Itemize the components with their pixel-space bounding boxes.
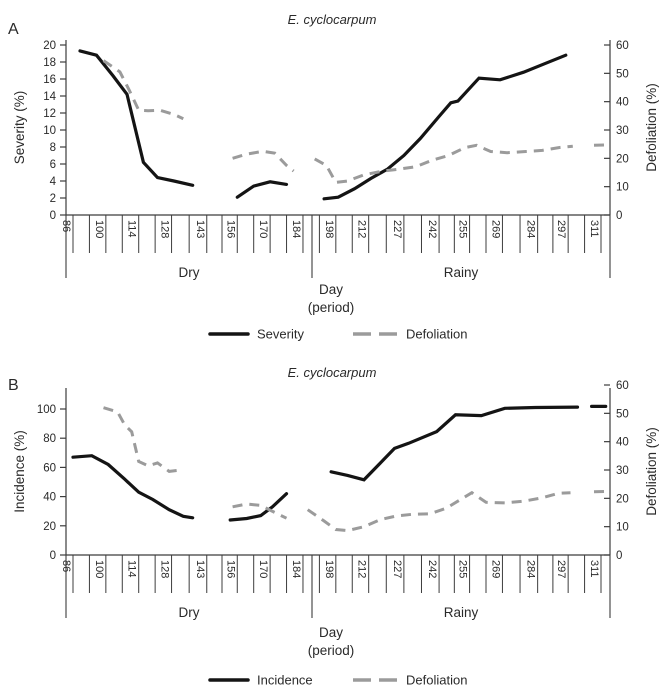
left-axis-tick-label: 40 (43, 492, 56, 504)
left-axis-tick-label: 14 (43, 91, 56, 103)
right-axis-tick-label: 60 (616, 40, 629, 52)
x-axis-tick-label: 198 (323, 220, 335, 238)
left-axis-tick-label: 0 (50, 550, 56, 562)
left-axis-tick-label: 60 (43, 462, 56, 474)
series-incidence-line (228, 492, 289, 522)
x-axis-tick-label: 284 (525, 560, 537, 578)
left-axis-tick-label: 80 (43, 433, 56, 445)
x-axis-tick-label: 242 (426, 220, 438, 238)
legend-label-dashed: Defoliation (406, 327, 467, 342)
series-defoliation-line (102, 59, 184, 121)
right-axis-tick-label: 40 (616, 97, 629, 109)
series-severity-line (235, 180, 289, 199)
right-axis-title: Defoliation (%) (644, 427, 659, 516)
left-axis-tick-label: 12 (43, 108, 56, 120)
right-axis-tick-label: 50 (616, 408, 629, 420)
period-label-dry: Dry (179, 605, 200, 620)
x-axis-tick-label: 170 (257, 220, 269, 238)
left-axis-tick-label: 4 (50, 176, 57, 188)
right-axis-tick-label: 20 (616, 493, 629, 505)
x-axis-title-line1: Day (319, 282, 343, 297)
x-axis-tick-label: 242 (426, 560, 438, 578)
left-axis-tick-label: 100 (37, 404, 56, 416)
series-defoliation-line (306, 490, 571, 533)
x-axis-tick-label: 269 (489, 220, 501, 238)
x-axis-tick-label: 311 (588, 220, 600, 238)
right-axis-tick-label: 30 (616, 125, 629, 137)
x-axis-tick-label: 269 (489, 560, 501, 578)
x-axis-tick-label: 128 (159, 220, 171, 238)
left-axis-title: Severity (%) (12, 91, 27, 165)
right-axis-tick-label: 30 (616, 465, 629, 477)
right-axis-tick-label: 40 (616, 437, 629, 449)
x-axis-title-line2: (period) (308, 300, 355, 315)
legend-label-dashed: Defoliation (406, 673, 467, 688)
chart-panel-a: A E. cyclocarpum 0 2 4 6 8 10 12 14 16 18 20 0 10 20 30 4… (8, 12, 659, 342)
x-axis-tick-label: 114 (126, 560, 138, 578)
x-axis-tick-label: 156 (224, 220, 236, 238)
x-axis-tick-label: 297 (555, 220, 567, 238)
right-axis-title: Defoliation (%) (644, 83, 659, 172)
left-axis-tick-label: 18 (43, 57, 56, 69)
series-severity-line (78, 49, 195, 187)
x-axis-tick-label: 198 (323, 560, 335, 578)
legend-label-solid: Severity (257, 327, 304, 342)
left-axis-tick-label: 0 (50, 210, 56, 222)
series-incidence-line (71, 454, 195, 520)
period-label-rainy: Rainy (444, 605, 479, 620)
left-axis-tick-label: 8 (50, 142, 56, 154)
series-defoliation-line (232, 149, 295, 173)
x-axis-tick-label: 255 (457, 560, 469, 578)
x-axis-tick-label: 156 (224, 560, 236, 578)
series-defoliation-line (103, 406, 182, 473)
right-axis-tick-label: 10 (616, 522, 629, 534)
legend-label-solid: Incidence (257, 673, 313, 688)
right-axis-tick-label: 0 (616, 550, 622, 562)
x-axis-tick-label: 227 (391, 220, 403, 238)
x-axis-tick-label: 255 (457, 220, 469, 238)
x-axis-tick-label: 284 (525, 220, 537, 238)
x-axis-tick-label: 114 (126, 220, 138, 238)
x-axis-tick-label: 297 (555, 560, 567, 578)
period-label-dry: Dry (179, 265, 200, 280)
series-severity-line (322, 53, 568, 201)
x-axis-tick-label: 184 (290, 560, 302, 578)
left-axis-title: Incidence (%) (12, 430, 27, 513)
right-axis-tick-label: 10 (616, 182, 629, 194)
right-axis-tick-label: 0 (616, 210, 622, 222)
panel-label: B (8, 377, 19, 394)
x-axis-tick-label: 212 (356, 560, 368, 578)
x-axis-title-line2: (period) (308, 643, 355, 658)
period-label-rainy: Rainy (444, 265, 479, 280)
x-axis-tick-label: 227 (391, 560, 403, 578)
x-axis-tick-label: 311 (588, 560, 600, 578)
chart-title: E. cyclocarpum (288, 12, 377, 27)
right-axis-tick-label: 20 (616, 153, 629, 165)
x-axis-tick-label: 143 (194, 220, 206, 238)
left-axis-tick-label: 2 (50, 193, 56, 205)
right-axis-tick-label: 60 (616, 380, 629, 392)
x-axis-tick-label: 170 (257, 560, 269, 578)
right-axis-tick-label: 50 (616, 68, 629, 80)
chart-title: E. cyclocarpum (288, 365, 377, 380)
panel-label: A (8, 21, 19, 38)
chart-panel-b: B E. cyclocarpum 0 20 40 60 80 100 0 10 20 30 40 50 60… (8, 365, 659, 688)
x-axis-tick-label: 128 (159, 560, 171, 578)
x-axis-tick-label: 100 (93, 560, 105, 578)
left-axis-tick-label: 10 (43, 125, 56, 137)
series-incidence-line (329, 405, 580, 482)
left-axis-tick-label: 6 (50, 159, 56, 171)
x-axis-tick-label: 143 (194, 560, 206, 578)
left-axis-tick-label: 20 (43, 521, 56, 533)
series-defoliation-line (232, 502, 288, 520)
x-axis-tick-label: 184 (290, 220, 302, 238)
x-axis-tick-label: 212 (356, 220, 368, 238)
x-axis-title-line1: Day (319, 625, 343, 640)
left-axis-tick-label: 16 (43, 74, 56, 86)
x-axis-tick-label: 100 (93, 220, 105, 238)
series-defoliation-line (313, 143, 573, 185)
left-axis-tick-label: 20 (43, 40, 56, 52)
